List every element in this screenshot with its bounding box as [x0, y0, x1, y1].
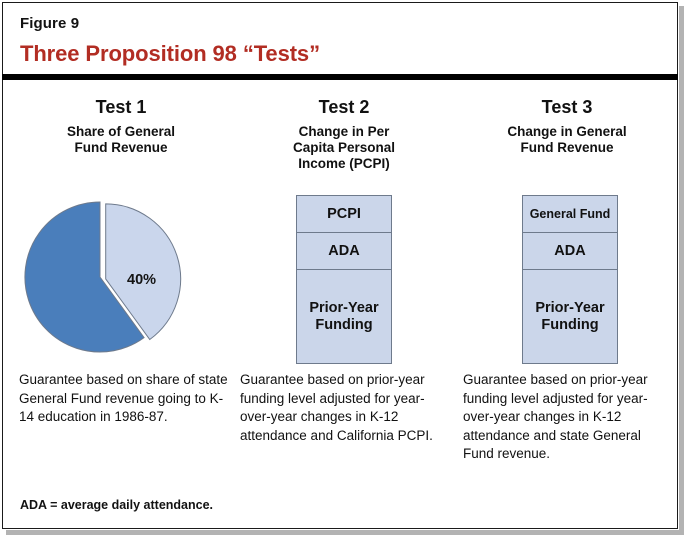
column-test-3: Test 3 Change in General Fund Revenue Ge… — [455, 80, 679, 480]
caption-test-3: Guarantee based on prior-year funding le… — [463, 372, 648, 461]
column-subtitle-test-2: Change in Per Capita Personal Income (PC… — [232, 124, 456, 172]
pie-slice-share — [105, 203, 182, 341]
column-title-test-1: Test 1 — [95, 97, 147, 117]
column-subtitle-test-2-line-1: Change in Per — [298, 124, 390, 139]
column-subtitle-test-3: Change in General Fund Revenue — [455, 124, 679, 156]
stack-block-prior-year-funding: Prior-Year Funding — [296, 269, 392, 364]
column-subtitle-test-3-line-1: Change in General — [507, 124, 627, 139]
pie-slice-share-group — [105, 203, 182, 341]
stack-diagram-test-3: General Fund ADA Prior-Year Funding — [522, 195, 618, 364]
pie-slice-remaining — [24, 201, 145, 353]
column-subtitle-test-1-line-1: Share of General — [66, 124, 176, 139]
column-title-test-2: Test 2 — [318, 97, 370, 117]
figure-footnote: ADA = average daily attendance. — [20, 498, 214, 512]
figure-header: Figure 9 Three Proposition 98 “Tests” — [3, 3, 677, 74]
frame-shadow-bottom — [6, 530, 684, 535]
frame-shadow-right — [679, 6, 684, 533]
column-subtitle-test-1-line-2: Fund Revenue — [74, 140, 168, 155]
stack-block-prior-year-funding: Prior-Year Funding — [522, 269, 618, 364]
figure-number-label: Figure 9 — [20, 15, 80, 32]
column-subtitle-test-3-line-2: Fund Revenue — [520, 140, 614, 155]
figure-title: Three Proposition 98 “Tests” — [20, 41, 320, 66]
stack-diagram-test-2: PCPI ADA Prior-Year Funding — [296, 195, 392, 364]
column-test-2: Test 2 Change in Per Capita Personal Inc… — [232, 80, 456, 480]
caption-test-2: Guarantee based on prior-year funding le… — [240, 372, 433, 443]
stack-block-ada: ADA — [522, 232, 618, 270]
column-title-test-3: Test 3 — [541, 97, 593, 117]
pie-chart-test-1: 40% — [17, 192, 217, 382]
stack-block-pcpi: PCPI — [296, 195, 392, 233]
column-test-1: Test 1 Share of General Fund Revenue 40% — [9, 80, 233, 480]
stack-block-general-fund: General Fund — [522, 195, 618, 233]
caption-test-1: Guarantee based on share of state Genera… — [19, 372, 228, 424]
pie-slice-value-label: 40% — [127, 272, 157, 288]
figure-body: Test 1 Share of General Fund Revenue 40% — [3, 80, 677, 528]
header-divider-rule — [2, 74, 678, 80]
column-subtitle-test-2-line-3: Income (PCPI) — [298, 156, 390, 171]
column-subtitle-test-2-line-2: Capita Personal — [292, 140, 396, 155]
figure-frame: Figure 9 Three Proposition 98 “Tests” Te… — [2, 2, 678, 529]
pie-chart-svg — [24, 201, 182, 353]
stack-block-ada: ADA — [296, 232, 392, 270]
column-subtitle-test-1: Share of General Fund Revenue — [9, 124, 233, 156]
